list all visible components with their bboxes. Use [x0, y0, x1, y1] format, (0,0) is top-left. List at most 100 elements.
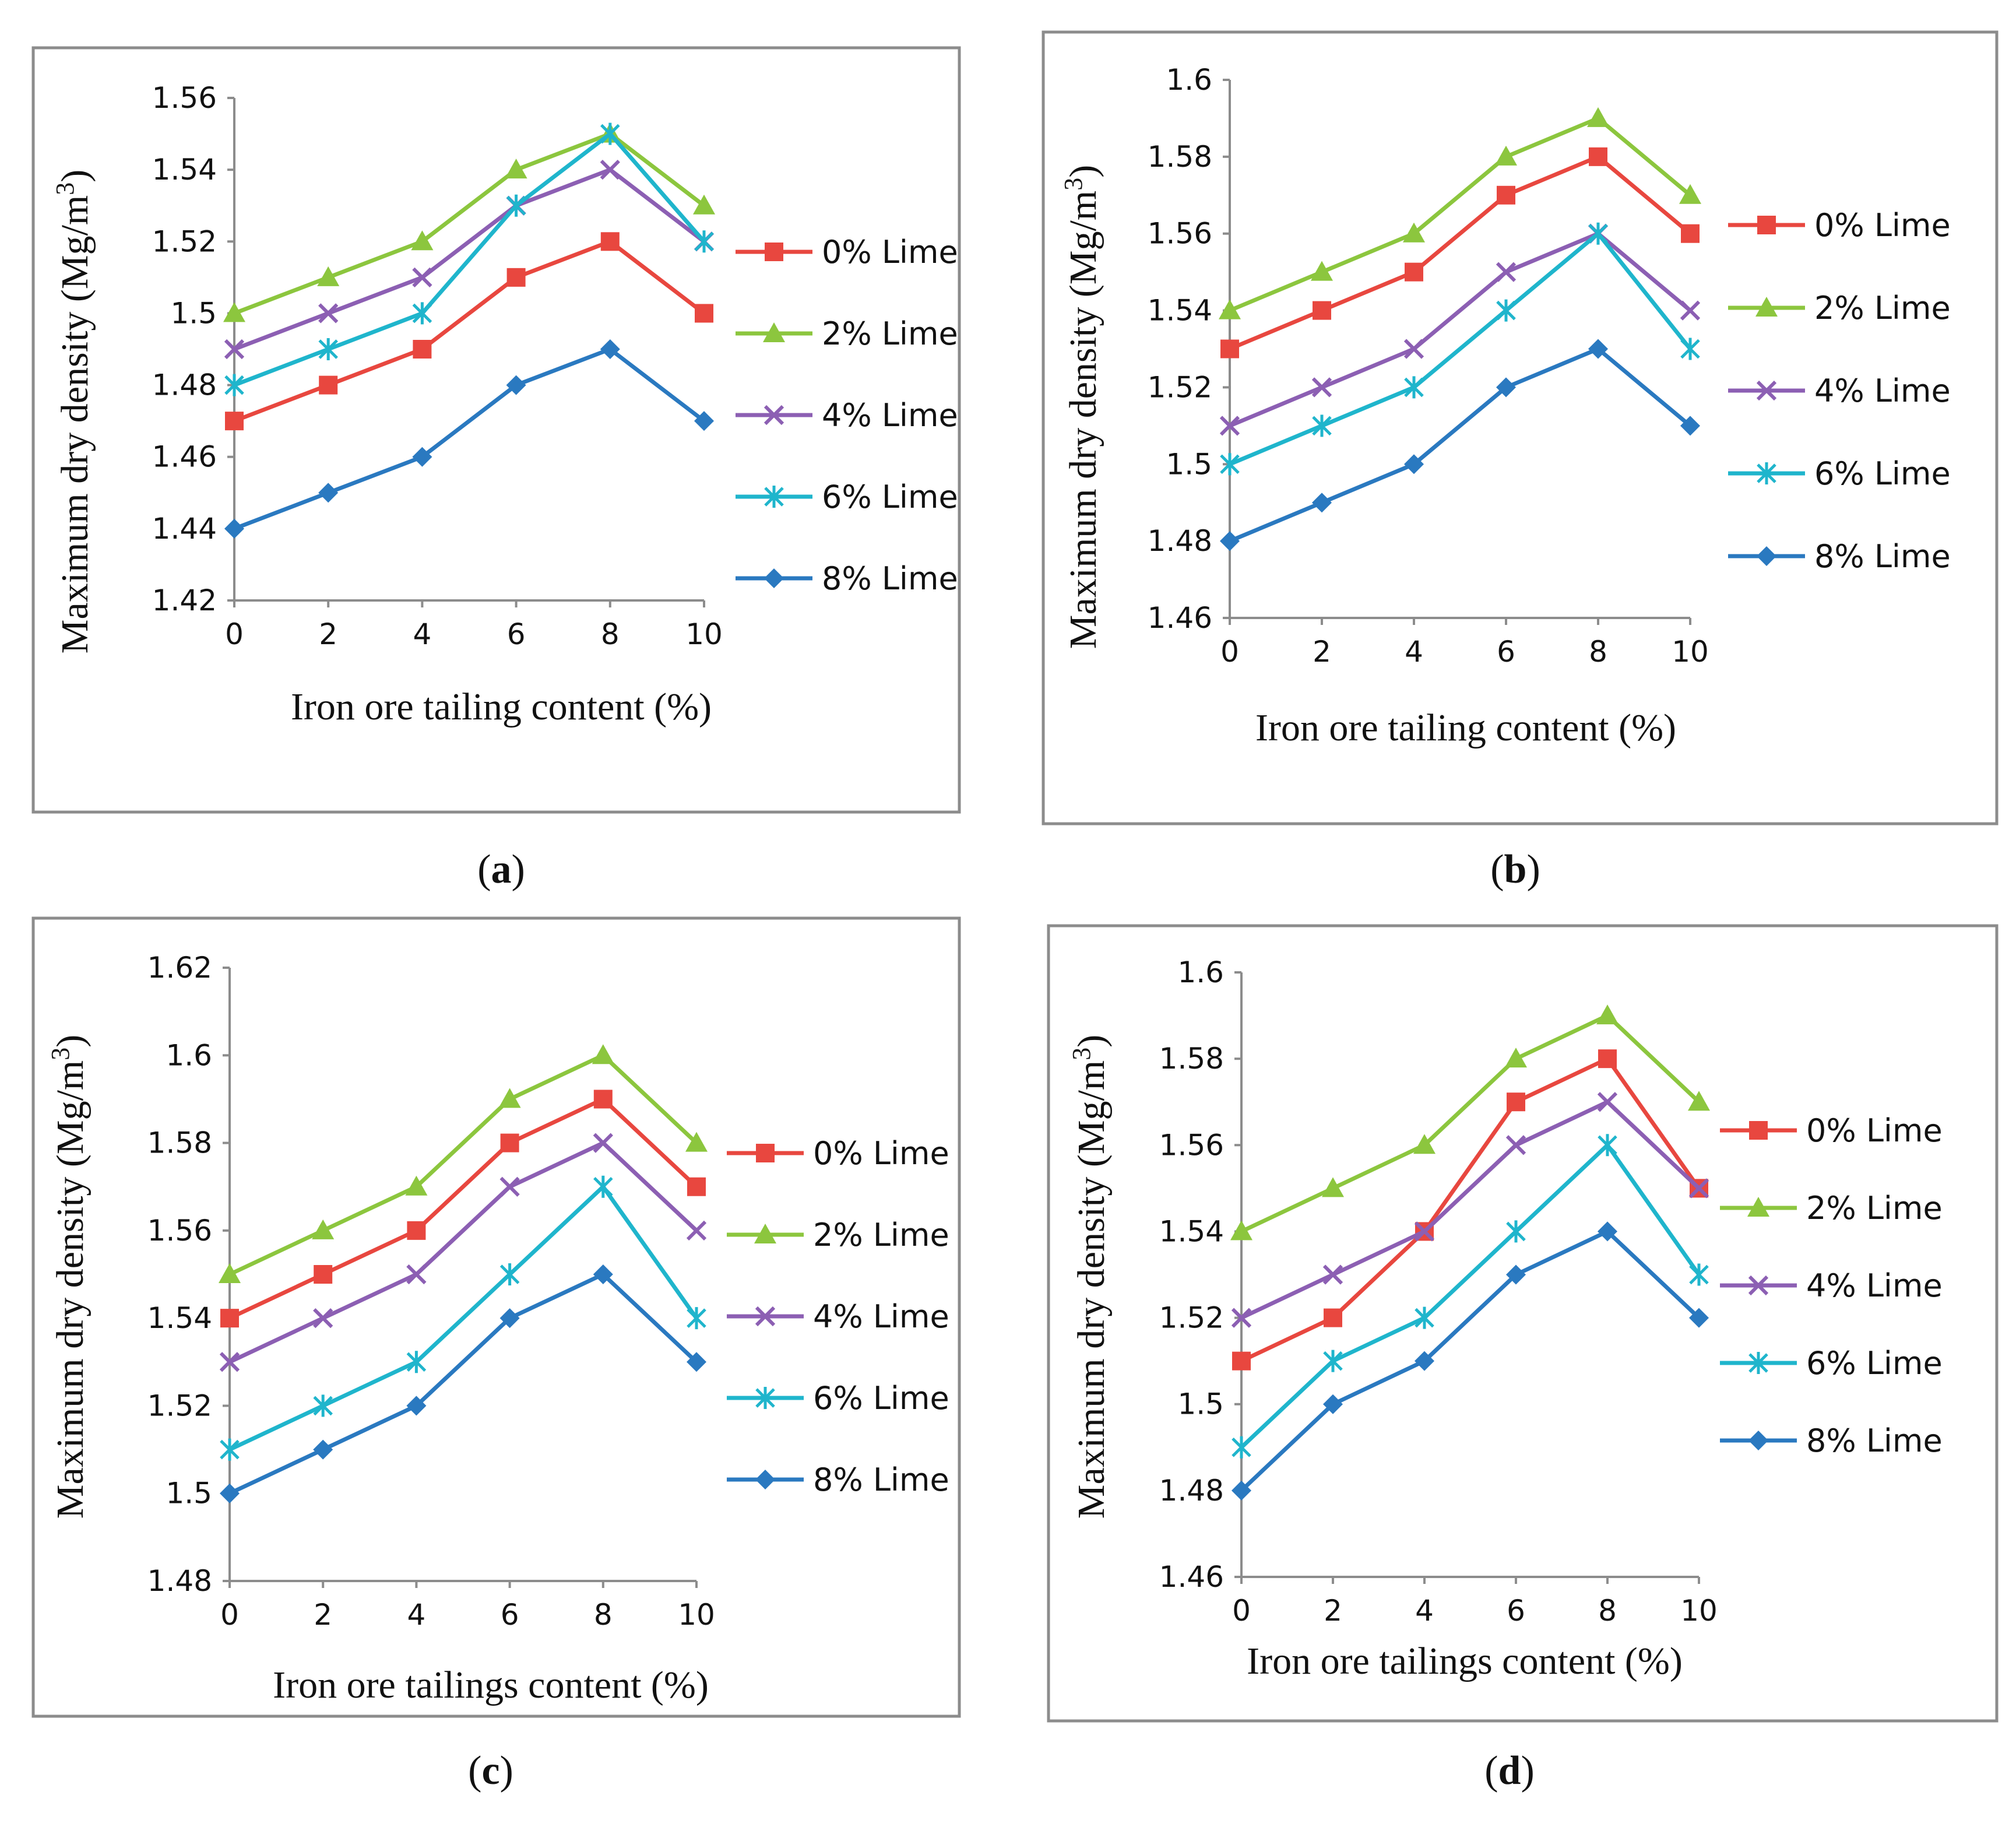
x-axis-title: Iron ore tailings content (%) [273, 1664, 709, 1706]
x-tick-label: 6 [507, 617, 526, 651]
legend-item: 6% Lime [1720, 1345, 1943, 1382]
data-point [499, 1308, 520, 1329]
series-8pct-lime [220, 1264, 706, 1503]
legend-marker [1757, 216, 1776, 234]
data-point [318, 303, 339, 324]
legend-label: 0% Lime [1814, 207, 1951, 244]
x-tick-label: 4 [413, 617, 431, 651]
legend-marker [1748, 1352, 1768, 1374]
data-point [600, 160, 620, 180]
series-line [233, 347, 706, 531]
data-point [695, 304, 713, 323]
legend-label: 0% Lime [822, 234, 958, 270]
data-point [224, 374, 244, 396]
series-line [1229, 231, 1692, 466]
data-point [1220, 531, 1240, 551]
legend-label: 4% Lime [1806, 1267, 1943, 1304]
chart-panel-b: 1.46 1.48 1.5 1.52 1.54 1.56 1.58 1.6 0 2 4 6 8 10 Iro… [1042, 30, 1999, 892]
y-tick-label: 1.48 [1148, 524, 1212, 558]
data-point [506, 375, 526, 395]
x-tick-label: 10 [1680, 1594, 1718, 1628]
x-tick-label: 2 [319, 617, 337, 651]
series-line [233, 239, 706, 423]
data-point [1598, 1134, 1617, 1157]
series-line [228, 1053, 698, 1277]
data-point [1311, 377, 1332, 398]
x-tick-label: 6 [1497, 635, 1515, 669]
data-point [687, 1177, 706, 1196]
data-point [694, 230, 714, 253]
data-point [405, 1175, 428, 1196]
legend-marker [1747, 1197, 1769, 1217]
y-tick-label: 1.5 [1177, 1387, 1224, 1421]
data-point [1506, 1220, 1526, 1243]
data-point [413, 340, 432, 359]
data-point [1230, 1220, 1252, 1241]
legend-label: 4% Lime [1814, 373, 1951, 409]
data-point [1405, 262, 1423, 282]
data-point [1413, 1134, 1436, 1154]
data-point [317, 266, 340, 286]
data-point [314, 1265, 333, 1284]
y-tick-label: 1.48 [147, 1564, 212, 1598]
legend-label: 6% Lime [813, 1380, 949, 1417]
legend-item: 6% Lime [727, 1380, 949, 1417]
legend-item: 8% Lime [727, 1461, 949, 1498]
series-line [1229, 231, 1692, 428]
series-line [228, 1185, 698, 1452]
legend-label: 0% Lime [1806, 1112, 1943, 1149]
data-point [312, 1219, 335, 1239]
legend-item: 6% Lime [1728, 455, 1951, 492]
series-8pct-lime [224, 339, 714, 539]
legend-item: 2% Lime [1720, 1190, 1943, 1227]
data-point [412, 267, 432, 287]
data-point [593, 1264, 613, 1284]
data-point [694, 411, 714, 431]
series-line [1229, 347, 1692, 543]
data-point [1589, 147, 1607, 166]
chart-panel-a: 1.42 1.44 1.46 1.48 1.5 1.52 1.54 1.56 0 2 4 6 8 10 Ir… [31, 46, 961, 892]
x-tick-label: 10 [1672, 635, 1709, 669]
data-point [318, 338, 338, 360]
series-6pct-lime [220, 1175, 706, 1461]
series-6pct-lime [1232, 1134, 1709, 1459]
data-point [1680, 416, 1700, 436]
panel-caption: (a) [477, 847, 525, 892]
panel-caption: (b) [1490, 847, 1540, 892]
data-point [225, 412, 244, 431]
data-point [313, 1439, 333, 1460]
series-6pct-lime [224, 122, 714, 396]
legend-label: 6% Lime [822, 479, 958, 515]
legend-label: 6% Lime [1806, 1345, 1943, 1382]
x-tick-label: 6 [501, 1598, 519, 1632]
data-point [219, 1263, 241, 1283]
data-point [1312, 414, 1332, 437]
data-point [220, 1438, 240, 1461]
series-line [233, 132, 706, 387]
panel-caption: (c) [468, 1748, 513, 1793]
y-axis-title: Maximum dry density (Mg/m3) [51, 170, 97, 653]
legend-label: 2% Lime [822, 315, 958, 352]
data-point [593, 1090, 613, 1109]
legend-marker [755, 1470, 775, 1489]
legend-item: 2% Lime [736, 315, 958, 352]
x-tick-label: 10 [678, 1598, 715, 1632]
series-line [228, 1141, 698, 1364]
chart-frame [31, 916, 961, 1718]
data-point [593, 1175, 613, 1198]
y-tick-label: 1.52 [1159, 1301, 1224, 1335]
y-tick-label: 1.58 [1148, 140, 1212, 174]
data-point [498, 1088, 521, 1108]
series-line [233, 132, 706, 315]
series-6pct-lime [1220, 222, 1700, 476]
data-point [499, 1263, 520, 1285]
data-point [1323, 1394, 1343, 1414]
series-line [1240, 1013, 1701, 1234]
legend-item: 6% Lime [736, 479, 958, 515]
x-tick-label: 8 [594, 1598, 613, 1632]
legend-item: 0% Lime [1728, 207, 1951, 244]
y-tick-label: 1.5 [170, 296, 217, 330]
series-line [1229, 154, 1692, 351]
data-point [500, 1133, 519, 1153]
legend-item: 4% Lime [727, 1298, 949, 1335]
